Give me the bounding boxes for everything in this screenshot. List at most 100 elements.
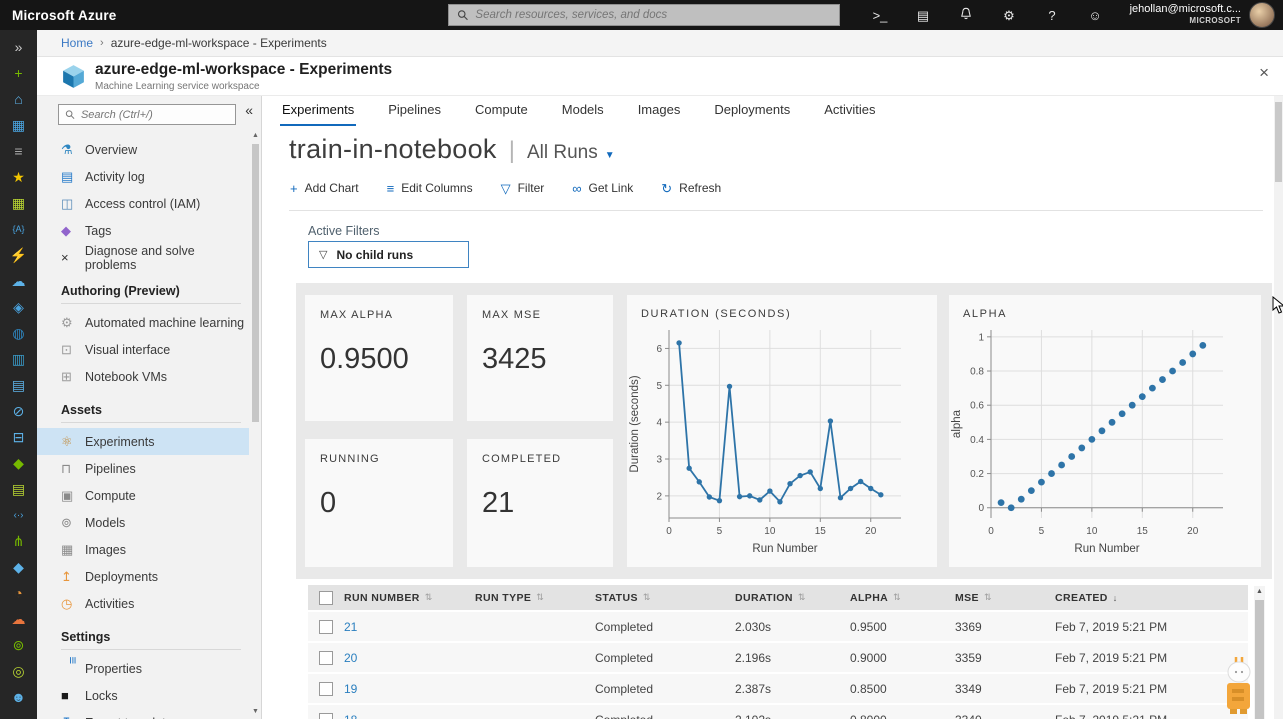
- sidebar-item-locks[interactable]: ■Locks: [37, 682, 249, 709]
- scroll-down-icon[interactable]: ▼: [251, 708, 260, 715]
- filter-button[interactable]: ▽Filter: [501, 181, 545, 195]
- page-scrollbar[interactable]: [1274, 96, 1283, 719]
- select-all-checkbox[interactable]: [319, 591, 333, 605]
- account-info[interactable]: jehollan@microsoft.c... MICROSOFT: [1130, 3, 1241, 25]
- row-checkbox[interactable]: [319, 620, 333, 634]
- cosmos-db-icon[interactable]: ⊘: [0, 398, 37, 424]
- enterprise-apps-icon[interactable]: ▤: [0, 372, 37, 398]
- create-resource-icon[interactable]: +: [0, 60, 37, 86]
- tab-activities[interactable]: Activities: [822, 96, 877, 126]
- all-resources-icon[interactable]: ▦: [0, 190, 37, 216]
- service-diamond-icon[interactable]: ◆: [0, 554, 37, 580]
- avatar[interactable]: [1249, 2, 1275, 28]
- filter-chip-no-child-runs[interactable]: ▽ No child runs: [308, 241, 469, 268]
- app-services-globe-icon[interactable]: ◍: [0, 320, 37, 346]
- sidebar-item-diagnose[interactable]: ×Diagnose and solve problems: [37, 244, 249, 271]
- column-header-run-type[interactable]: RUN TYPE⇅: [471, 592, 591, 604]
- alerts-cloud-icon[interactable]: ☁: [0, 606, 37, 632]
- virtual-machines-icon[interactable]: ⊟: [0, 424, 37, 450]
- tab-deployments[interactable]: Deployments: [712, 96, 792, 126]
- support-person-icon[interactable]: ☻: [0, 684, 37, 710]
- row-checkbox[interactable]: [319, 682, 333, 696]
- sidebar-item-visual-interface[interactable]: ⊡Visual interface: [37, 336, 249, 363]
- settings-gear-icon[interactable]: ⚙: [1001, 9, 1017, 22]
- sort-icon[interactable]: ⇅: [893, 592, 901, 603]
- monitor-gauge-icon[interactable]: ◔: [0, 580, 37, 606]
- api-management-icon[interactable]: ‹·›: [0, 502, 37, 528]
- tab-pipelines[interactable]: Pipelines: [386, 96, 443, 126]
- run-number-link[interactable]: 20: [344, 651, 357, 665]
- load-balancer-icon[interactable]: ◆: [0, 450, 37, 476]
- refresh-button[interactable]: ↻Refresh: [661, 181, 721, 195]
- storage-accounts-icon[interactable]: ▤: [0, 476, 37, 502]
- sidebar-item-models[interactable]: ⊚Models: [37, 509, 249, 536]
- tab-images[interactable]: Images: [636, 96, 683, 126]
- column-header-mse[interactable]: MSE⇅: [951, 592, 1051, 604]
- sidebar-item-activities[interactable]: ◷Activities: [37, 590, 249, 617]
- column-header-duration[interactable]: DURATION⇅: [731, 592, 846, 604]
- home-icon[interactable]: ⌂: [0, 86, 37, 112]
- sidebar-item-activity-log[interactable]: ▤Activity log: [37, 163, 249, 190]
- all-services-icon[interactable]: ≡: [0, 138, 37, 164]
- column-header-created[interactable]: CREATED↓: [1051, 592, 1248, 604]
- breadcrumb-home-link[interactable]: Home: [61, 36, 93, 50]
- sidebar-item-compute[interactable]: ▣Compute: [37, 482, 249, 509]
- sidebar-item-tags[interactable]: ◆Tags: [37, 217, 249, 244]
- run-number-link[interactable]: 19: [344, 682, 357, 696]
- feedback-smiley-icon[interactable]: ☺: [1087, 9, 1103, 22]
- sort-icon[interactable]: ↓: [1113, 593, 1118, 603]
- add-chart-button[interactable]: +Add Chart: [290, 181, 359, 195]
- azure-brand[interactable]: Microsoft Azure: [12, 8, 117, 23]
- sidebar-item-overview[interactable]: ⚗Overview: [37, 136, 249, 163]
- sort-icon[interactable]: ⇅: [536, 592, 544, 603]
- favorites-star-icon[interactable]: ★: [0, 164, 37, 190]
- global-search-input[interactable]: [475, 9, 831, 21]
- container-cube-icon[interactable]: ◈: [0, 294, 37, 320]
- cloud-shell-icon[interactable]: >_: [872, 9, 888, 22]
- sidebar-item-automated-ml[interactable]: ⚙Automated machine learning: [37, 309, 249, 336]
- table-scrollbar-thumb[interactable]: [1255, 600, 1264, 719]
- expand-rail-icon[interactable]: »: [0, 34, 37, 60]
- tab-compute[interactable]: Compute: [473, 96, 530, 126]
- column-header-run-number[interactable]: RUN NUMBER⇅: [340, 592, 471, 604]
- menu-scrollbar[interactable]: ▲ ▼: [251, 130, 260, 717]
- run-number-link[interactable]: 21: [344, 620, 357, 634]
- row-checkbox[interactable]: [319, 651, 333, 665]
- ml-tree-icon[interactable]: ⋔: [0, 528, 37, 554]
- collapse-menu-icon[interactable]: «: [245, 102, 253, 118]
- tab-models[interactable]: Models: [560, 96, 606, 126]
- sort-icon[interactable]: ⇅: [425, 592, 433, 603]
- chevron-down-icon[interactable]: ▼: [605, 150, 615, 161]
- column-header-status[interactable]: STATUS⇅: [591, 592, 731, 604]
- sidebar-item-experiments[interactable]: ⚛Experiments: [37, 428, 249, 455]
- sidebar-item-notebook-vms[interactable]: ⊞Notebook VMs: [37, 363, 249, 390]
- runs-scope-selector[interactable]: All Runs: [527, 142, 598, 164]
- close-icon[interactable]: ×: [1259, 63, 1269, 83]
- sidebar-item-deployments[interactable]: ↥Deployments: [37, 563, 249, 590]
- scroll-up-icon[interactable]: ▲: [1254, 588, 1265, 595]
- row-checkbox[interactable]: [319, 713, 333, 719]
- sort-icon[interactable]: ⇅: [798, 592, 806, 603]
- sidebar-item-images[interactable]: ▦Images: [37, 536, 249, 563]
- resource-groups-icon[interactable]: {A}: [0, 216, 37, 242]
- sidebar-item-export-template[interactable]: ↧Export template: [37, 709, 249, 719]
- dashboard-icon[interactable]: ▦: [0, 112, 37, 138]
- edit-columns-button[interactable]: ≡Edit Columns: [387, 181, 473, 195]
- function-apps-icon[interactable]: ⚡: [0, 242, 37, 268]
- menu-scrollbar-thumb[interactable]: [252, 144, 259, 422]
- sidebar-item-properties[interactable]: ≡Properties: [37, 655, 249, 682]
- run-number-link[interactable]: 18: [344, 713, 357, 719]
- get-link-button[interactable]: ∞Get Link: [572, 181, 633, 195]
- column-header-alpha[interactable]: ALPHA⇅: [846, 592, 951, 604]
- sidebar-item-access-control[interactable]: ◫Access control (IAM): [37, 190, 249, 217]
- tab-experiments[interactable]: Experiments: [280, 96, 356, 126]
- page-scrollbar-thumb[interactable]: [1275, 102, 1282, 182]
- directory-filter-icon[interactable]: ▤: [915, 9, 931, 22]
- sidebar-item-pipelines[interactable]: ⊓Pipelines: [37, 455, 249, 482]
- sort-icon[interactable]: ⇅: [984, 592, 992, 603]
- menu-search-input[interactable]: [81, 109, 229, 121]
- security-center-icon[interactable]: ⊚: [0, 632, 37, 658]
- operations-ring-icon[interactable]: ◎: [0, 658, 37, 684]
- sql-databases-icon[interactable]: ▥: [0, 346, 37, 372]
- sort-icon[interactable]: ⇅: [643, 592, 651, 603]
